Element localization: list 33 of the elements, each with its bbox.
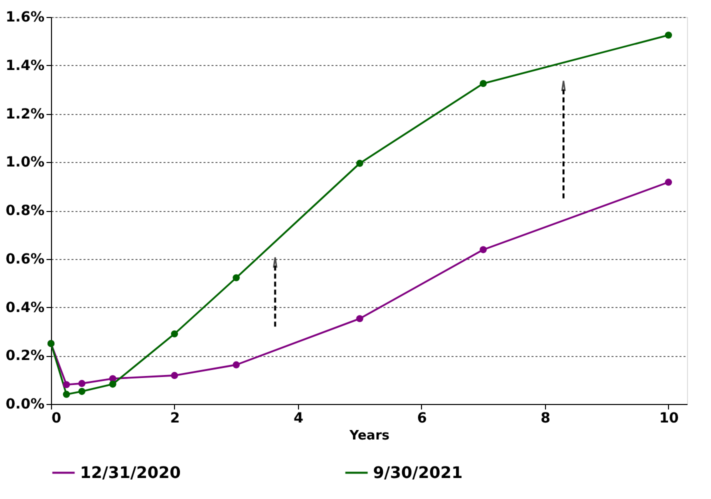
point <box>232 274 240 282</box>
point <box>62 390 70 398</box>
point <box>170 330 178 338</box>
y-tick-label: 0.4% <box>6 300 44 316</box>
point <box>62 381 70 388</box>
y-tick-label: 1.4% <box>6 58 44 74</box>
y-tick-label: 0.2% <box>6 348 44 364</box>
y-tick-label: 1.6% <box>6 10 44 26</box>
point <box>232 361 240 368</box>
point <box>480 80 487 88</box>
x-tick-label: 6 <box>417 410 427 426</box>
y-tick-label: 1.2% <box>6 106 44 122</box>
legend-label: 9/30/2021 <box>373 462 463 482</box>
y-tick-label: 0.6% <box>6 251 44 268</box>
y-tick-label: 0.0% <box>6 396 44 412</box>
x-tick-label: 4 <box>294 410 304 426</box>
point <box>664 32 672 39</box>
point <box>664 178 672 186</box>
point <box>78 388 86 395</box>
point <box>170 372 178 379</box>
x-tick-label: 2 <box>170 410 180 426</box>
legend-label: 12/31/2020 <box>80 462 181 482</box>
x-tick-label: 8 <box>540 410 550 426</box>
point <box>109 380 116 388</box>
point <box>356 315 364 322</box>
point <box>78 380 86 387</box>
point <box>356 160 364 167</box>
x-axis-title: Years <box>348 428 390 444</box>
point <box>480 246 487 254</box>
y-tick-label: 0.8% <box>6 203 44 219</box>
y-tick-label: 1.0% <box>6 154 44 171</box>
x-tick-label: 10 <box>659 410 679 426</box>
x-tick-label: 0 <box>52 410 62 426</box>
